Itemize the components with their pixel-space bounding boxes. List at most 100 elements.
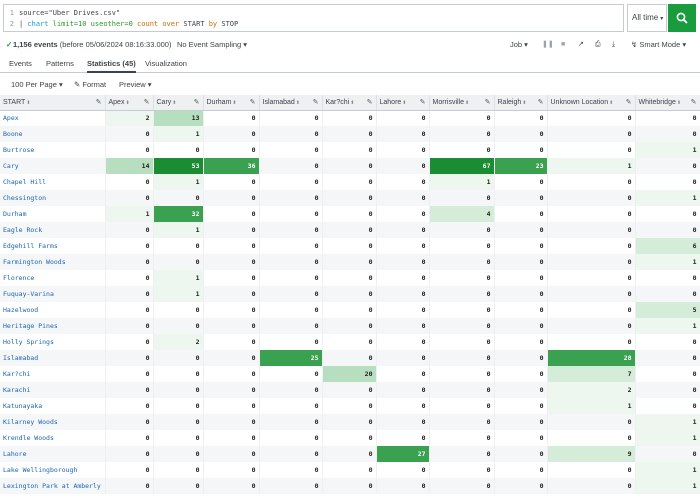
column-header[interactable]: Morrisville⬍ ✎ [429,95,495,111]
pencil-icon[interactable]: ✎ [143,99,150,106]
count-cell[interactable]: 0 [259,478,323,494]
count-cell[interactable]: 0 [322,478,377,494]
pencil-icon[interactable]: ✎ [193,99,200,106]
count-cell[interactable]: 0 [494,398,548,414]
share-icon[interactable]: ↗ [578,41,584,48]
count-cell[interactable]: 0 [429,286,495,302]
count-cell[interactable]: 0 [547,174,636,190]
count-cell[interactable]: 0 [153,446,204,462]
column-header[interactable]: Cary⬍ ✎ [153,95,204,111]
count-cell[interactable]: 0 [376,222,430,238]
count-cell[interactable]: 0 [259,366,323,382]
count-cell[interactable]: 0 [494,414,548,430]
count-cell[interactable]: 0 [153,190,204,206]
count-cell[interactable]: 23 [494,158,548,174]
count-cell[interactable]: 0 [547,462,636,478]
count-cell[interactable]: 0 [322,462,377,478]
start-location-cell[interactable]: Eagle Rock [0,222,106,238]
count-cell[interactable]: 0 [494,126,548,142]
count-cell[interactable]: 0 [153,462,204,478]
count-cell[interactable]: 0 [635,206,700,222]
sort-icon[interactable]: ⬍ [172,99,177,106]
count-cell[interactable]: 0 [547,302,636,318]
count-cell[interactable]: 0 [203,222,260,238]
count-cell[interactable]: 0 [376,238,430,254]
count-cell[interactable]: 0 [494,222,548,238]
count-cell[interactable]: 0 [376,190,430,206]
count-cell[interactable]: 0 [494,174,548,190]
count-cell[interactable]: 0 [429,142,495,158]
pencil-icon[interactable]: ✎ [312,99,319,106]
count-cell[interactable]: 0 [153,350,204,366]
count-cell[interactable]: 0 [259,446,323,462]
count-cell[interactable]: 0 [635,334,700,350]
count-cell[interactable]: 0 [547,222,636,238]
count-cell[interactable]: 0 [105,142,154,158]
count-cell[interactable]: 0 [376,414,430,430]
count-cell[interactable]: 0 [203,318,260,334]
start-location-cell[interactable]: Lahore [0,446,106,462]
count-cell[interactable]: 0 [203,110,260,126]
count-cell[interactable]: 0 [494,302,548,318]
pencil-icon[interactable]: ✎ [537,99,544,106]
count-cell[interactable]: 0 [429,350,495,366]
count-cell[interactable]: 0 [494,142,548,158]
count-cell[interactable]: 0 [322,334,377,350]
count-cell[interactable]: 0 [203,206,260,222]
count-cell[interactable]: 0 [494,206,548,222]
count-cell[interactable]: 0 [203,270,260,286]
count-cell[interactable]: 0 [635,174,700,190]
count-cell[interactable]: 0 [635,110,700,126]
sort-icon[interactable]: ⬍ [609,99,614,106]
search-input[interactable]: 1 source="Uber Drives.csv" 2 | chart limit… [3,4,624,32]
count-cell[interactable]: 0 [376,430,430,446]
count-cell[interactable]: 0 [105,126,154,142]
count-cell[interactable]: 0 [322,270,377,286]
count-cell[interactable]: 0 [105,302,154,318]
count-cell[interactable]: 1 [635,462,700,478]
start-location-cell[interactable]: Lexington Park at Amberly [0,478,106,494]
count-cell[interactable]: 1 [635,318,700,334]
count-cell[interactable]: 0 [376,462,430,478]
count-cell[interactable]: 0 [494,286,548,302]
count-cell[interactable]: 0 [429,414,495,430]
count-cell[interactable]: 0 [547,286,636,302]
count-cell[interactable]: 0 [547,190,636,206]
count-cell[interactable]: 0 [376,174,430,190]
count-cell[interactable]: 0 [376,478,430,494]
count-cell[interactable]: 1 [105,206,154,222]
count-cell[interactable]: 0 [635,270,700,286]
count-cell[interactable]: 0 [153,238,204,254]
count-cell[interactable]: 0 [153,382,204,398]
count-cell[interactable]: 1 [635,430,700,446]
count-cell[interactable]: 0 [153,254,204,270]
count-cell[interactable]: 0 [203,350,260,366]
export-icon[interactable]: ⤓ [612,41,616,48]
count-cell[interactable]: 0 [203,286,260,302]
count-cell[interactable]: 0 [429,302,495,318]
pencil-icon[interactable]: ✎ [690,99,697,106]
count-cell[interactable]: 32 [153,206,204,222]
print-icon[interactable]: ⎙ [595,41,601,48]
start-location-cell[interactable]: Chapel Hill [0,174,106,190]
tab-events[interactable]: Events [9,59,32,68]
count-cell[interactable]: 0 [494,478,548,494]
search-button[interactable] [668,4,696,32]
count-cell[interactable]: 0 [429,430,495,446]
count-cell[interactable]: 0 [105,254,154,270]
count-cell[interactable]: 1 [635,254,700,270]
column-header[interactable]: Islamabad⬍ ✎ [259,95,323,111]
start-location-cell[interactable]: Katunayaka [0,398,106,414]
pause-icon[interactable]: ❚❚ [542,41,554,48]
count-cell[interactable]: 0 [429,462,495,478]
count-cell[interactable]: 0 [322,430,377,446]
count-cell[interactable]: 0 [494,446,548,462]
count-cell[interactable]: 0 [376,318,430,334]
count-cell[interactable]: 0 [494,366,548,382]
count-cell[interactable]: 0 [259,398,323,414]
count-cell[interactable]: 0 [259,126,323,142]
count-cell[interactable]: 0 [429,270,495,286]
count-cell[interactable]: 0 [259,334,323,350]
count-cell[interactable]: 0 [322,110,377,126]
count-cell[interactable]: 1 [547,398,636,414]
